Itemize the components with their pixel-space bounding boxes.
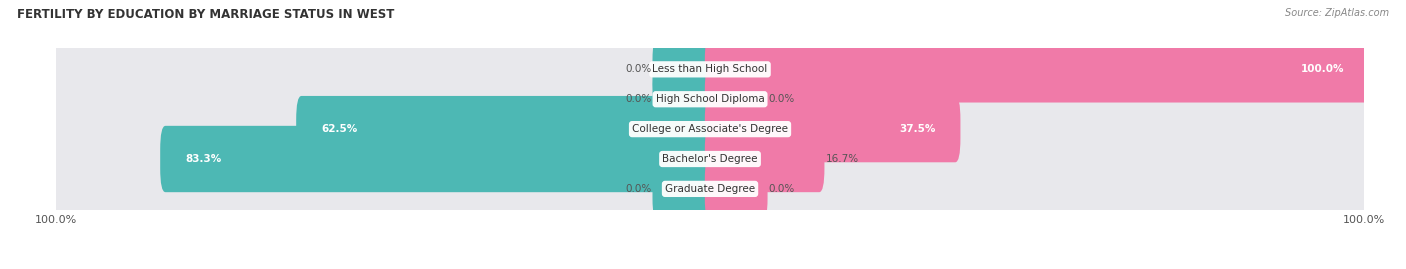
Text: High School Diploma: High School Diploma	[655, 94, 765, 104]
Text: FERTILITY BY EDUCATION BY MARRIAGE STATUS IN WEST: FERTILITY BY EDUCATION BY MARRIAGE STATU…	[17, 8, 394, 21]
Text: Source: ZipAtlas.com: Source: ZipAtlas.com	[1285, 8, 1389, 18]
FancyBboxPatch shape	[51, 156, 716, 222]
FancyBboxPatch shape	[704, 156, 768, 222]
Text: 16.7%: 16.7%	[825, 154, 859, 164]
Text: 0.0%: 0.0%	[624, 94, 651, 104]
Text: Graduate Degree: Graduate Degree	[665, 184, 755, 194]
FancyBboxPatch shape	[704, 156, 1369, 222]
FancyBboxPatch shape	[704, 36, 1369, 102]
Legend: Married, Unmarried: Married, Unmarried	[626, 266, 794, 269]
FancyBboxPatch shape	[704, 66, 768, 132]
FancyBboxPatch shape	[51, 66, 716, 132]
FancyBboxPatch shape	[704, 126, 1369, 192]
Text: 37.5%: 37.5%	[900, 124, 935, 134]
FancyBboxPatch shape	[704, 96, 1369, 162]
FancyBboxPatch shape	[652, 36, 716, 102]
Text: Bachelor's Degree: Bachelor's Degree	[662, 154, 758, 164]
FancyBboxPatch shape	[51, 126, 716, 192]
FancyBboxPatch shape	[51, 96, 716, 162]
Text: 100.0%: 100.0%	[1301, 64, 1344, 74]
Text: 0.0%: 0.0%	[624, 64, 651, 74]
Text: 83.3%: 83.3%	[186, 154, 221, 164]
FancyBboxPatch shape	[297, 96, 716, 162]
FancyBboxPatch shape	[51, 36, 716, 102]
Text: 0.0%: 0.0%	[624, 184, 651, 194]
Text: 62.5%: 62.5%	[321, 124, 357, 134]
Text: College or Associate's Degree: College or Associate's Degree	[633, 124, 787, 134]
Text: 0.0%: 0.0%	[769, 94, 796, 104]
FancyBboxPatch shape	[704, 36, 1369, 102]
Text: 0.0%: 0.0%	[769, 184, 796, 194]
FancyBboxPatch shape	[704, 66, 1369, 132]
FancyBboxPatch shape	[704, 96, 960, 162]
FancyBboxPatch shape	[704, 126, 824, 192]
FancyBboxPatch shape	[652, 156, 716, 222]
FancyBboxPatch shape	[652, 66, 716, 132]
Text: Less than High School: Less than High School	[652, 64, 768, 74]
FancyBboxPatch shape	[160, 126, 716, 192]
